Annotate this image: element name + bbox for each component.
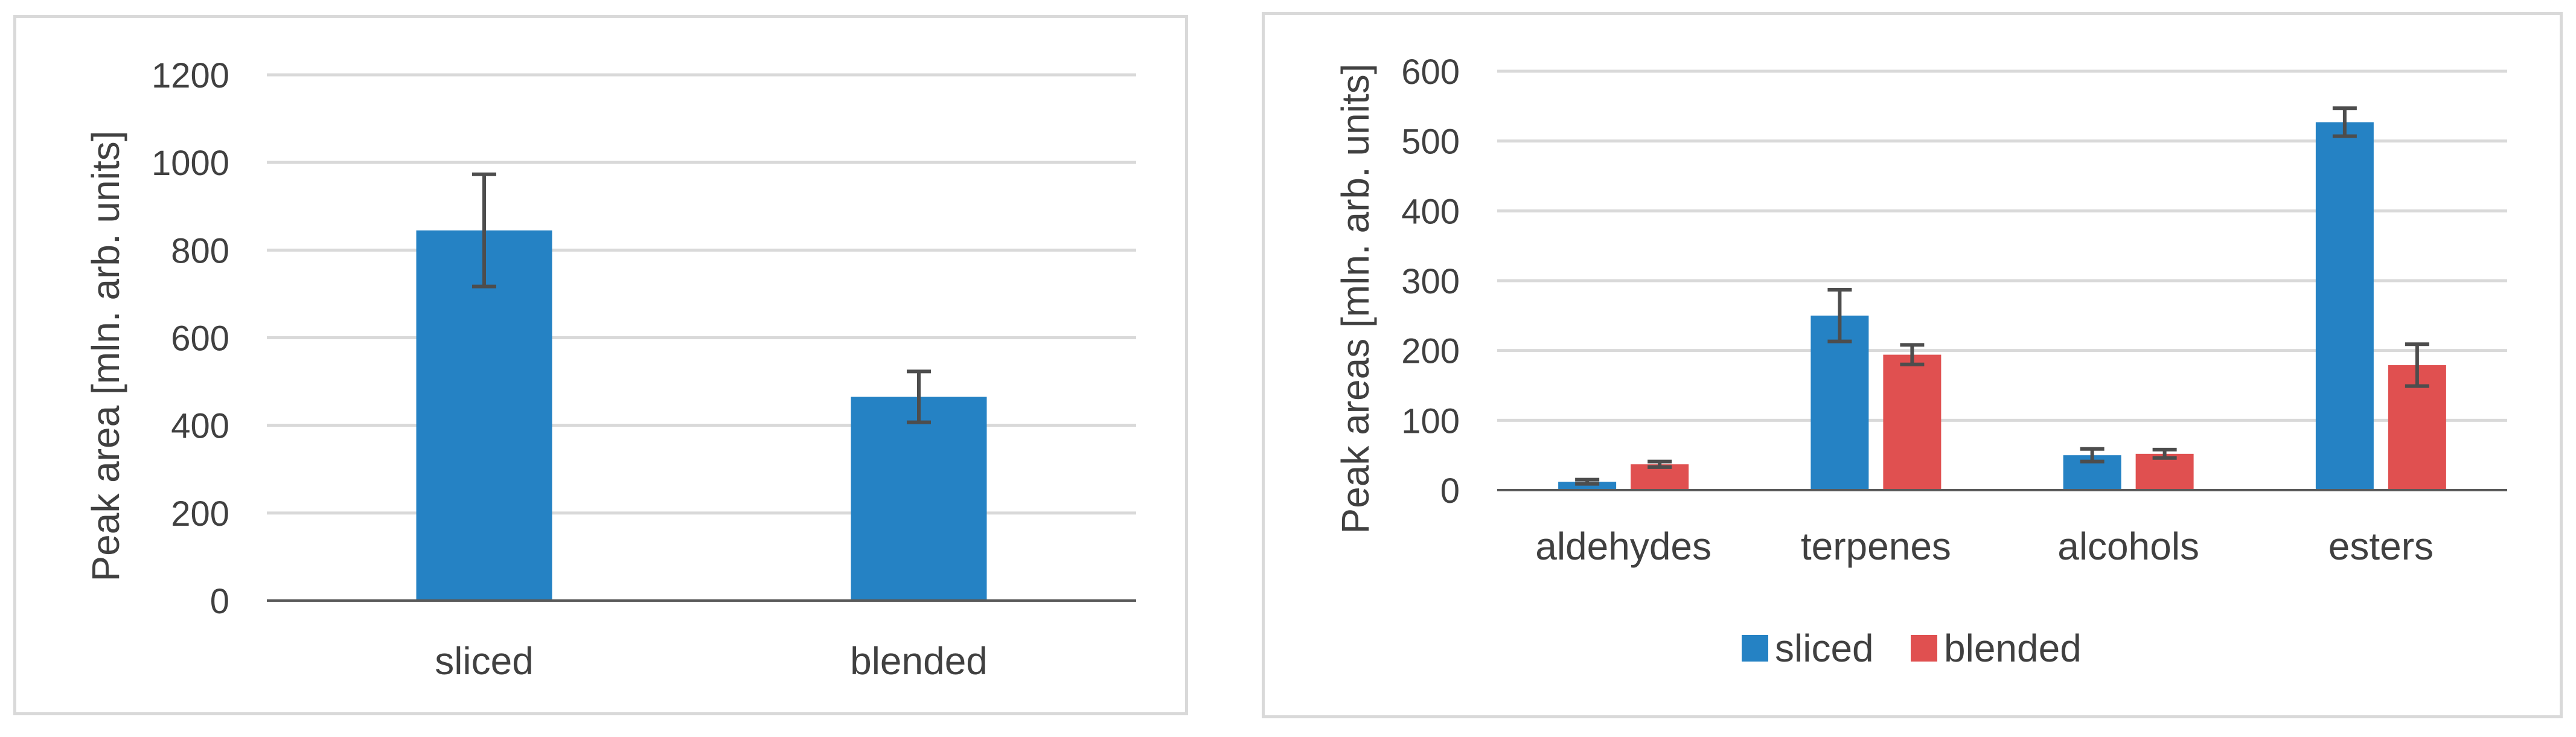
x-tick-label: esters	[2328, 525, 2434, 568]
y-tick-label: 500	[1401, 123, 1460, 162]
y-tick-label: 300	[1401, 262, 1460, 301]
y-axis-label: Peak areas [mln. arb. units]	[1334, 63, 1377, 534]
bar	[416, 230, 552, 601]
bar	[2315, 122, 2374, 491]
bar	[1811, 315, 1869, 490]
bars	[416, 230, 987, 601]
y-tick-label: 200	[1401, 332, 1460, 371]
legend-label-sliced: sliced	[1775, 627, 1874, 670]
y-tick-label: 0	[210, 582, 229, 621]
x-tick-label: alcohols	[2057, 525, 2199, 568]
bar	[851, 397, 987, 601]
error-bars	[1575, 106, 2429, 486]
y-tick-label: 400	[1401, 192, 1460, 231]
y-axis-label: Peak area [mln. arb. units]	[84, 130, 127, 581]
y-tick-label: 400	[171, 407, 229, 446]
x-tick-label: terpenes	[1801, 525, 1951, 568]
legend-swatch-sliced	[1742, 635, 1768, 662]
y-tick-labels: 0 200 400 600 800 1000 1200	[152, 56, 229, 621]
y-tick-label: 0	[1440, 471, 1460, 511]
left-bar-chart: 0 200 400 600 800 1000 1200 sliced blended Peak…	[84, 56, 1136, 683]
bar	[1558, 482, 1617, 490]
y-tick-label: 1200	[152, 56, 229, 95]
bar	[1883, 354, 1942, 490]
y-tick-label: 600	[171, 319, 229, 359]
gridlines	[267, 73, 1136, 515]
gridlines	[1497, 69, 2507, 422]
y-tick-labels: 0 100 200 300 400 500 600	[1401, 53, 1460, 511]
y-tick-label: 800	[171, 231, 229, 270]
legend-swatch-blended	[1911, 635, 1937, 662]
right-bar-chart: 0 100 200 300 400 500 600 aldehydes terpenes alc…	[1334, 53, 2507, 670]
x-tick-label: aldehydes	[1535, 525, 1711, 568]
y-tick-label: 1000	[152, 144, 229, 183]
x-tick-labels: sliced blended	[435, 639, 988, 683]
x-tick-labels: aldehydes terpenes alcohols esters	[1535, 525, 2434, 568]
right-chart-panel: 0 100 200 300 400 500 600 aldehydes terpenes alc…	[1262, 12, 2563, 718]
y-tick-label: 200	[171, 494, 229, 534]
legend-label-blended: blended	[1944, 627, 2082, 670]
legend: sliced blended	[1742, 627, 2082, 670]
y-tick-label: 100	[1401, 401, 1460, 441]
x-tick-label: sliced	[435, 639, 534, 683]
left-chart-panel: 0 200 400 600 800 1000 1200 sliced blended Peak…	[13, 15, 1188, 715]
y-tick-label: 600	[1401, 53, 1460, 92]
error-bars	[472, 172, 931, 424]
bar	[2135, 453, 2194, 490]
bars	[1558, 122, 2446, 491]
x-tick-label: blended	[850, 639, 988, 683]
